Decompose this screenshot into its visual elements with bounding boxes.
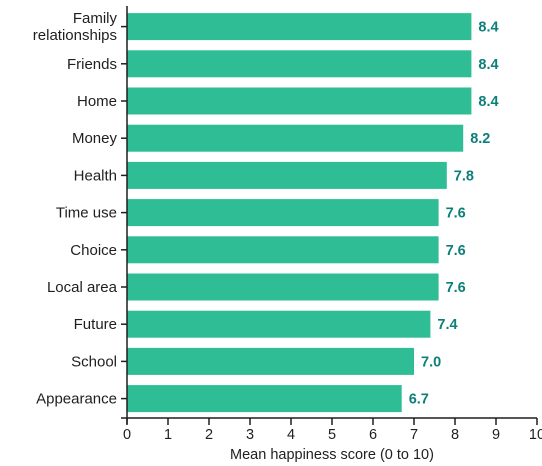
category-label-line: Health [74,167,117,184]
category-label-line: Future [74,316,117,333]
bar [127,13,471,40]
bar [127,385,402,412]
value-label: 6.7 [409,392,429,408]
x-tick-label: 6 [369,427,377,443]
bars-group [127,13,471,412]
category-label-line: relationships [33,27,117,44]
x-tick-label: 10 [529,427,542,443]
category-label-line: Family [73,10,118,27]
bar [127,88,471,115]
category-label: Friends [67,56,117,73]
x-tick-label: 2 [205,427,213,443]
value-label: 8.4 [478,20,498,36]
bar [127,348,414,375]
x-tick-label: 9 [492,427,500,443]
category-label: Home [77,93,117,110]
category-label: Future [74,316,117,333]
category-label: Family relationships [33,10,118,44]
category-label-line: Home [77,93,117,110]
value-label: 7.6 [446,243,466,259]
value-label: 7.6 [446,280,466,296]
bar [127,199,439,226]
x-tick-label: 5 [328,427,336,443]
value-label: 8.2 [470,131,490,147]
category-label: Time use [56,205,117,222]
value-label: 7.8 [454,168,474,184]
bar [127,274,439,301]
bar [127,50,471,77]
bar [127,236,439,263]
value-label: 7.6 [446,206,466,222]
category-label: Choice [70,242,117,259]
category-label: Appearance [36,391,117,408]
category-label-line: Appearance [36,391,117,408]
bar [127,125,463,152]
x-tick-label: 7 [410,427,418,443]
category-label: Health [74,167,117,184]
x-tick-label: 4 [287,427,295,443]
value-label: 7.4 [437,317,457,333]
category-label-line: Money [72,130,118,147]
value-label: 8.4 [478,57,498,73]
bar [127,311,430,338]
category-label-line: School [71,353,117,370]
category-label-line: Friends [67,56,117,73]
bar [127,162,447,189]
x-tick-label: 8 [451,427,459,443]
value-label: 8.4 [478,94,498,110]
category-label: Local area [47,279,118,296]
x-axis-title: Mean happiness score (0 to 10) [230,447,434,463]
category-label: Money [72,130,118,147]
category-label: School [71,353,117,370]
category-label-line: Choice [70,242,117,259]
x-tick-label: 3 [246,427,254,443]
x-tick-label: 1 [164,427,172,443]
x-tick-label: 0 [123,427,131,443]
category-label-line: Local area [47,279,118,296]
category-label-line: Time use [56,205,117,222]
value-label: 7.0 [421,354,441,370]
